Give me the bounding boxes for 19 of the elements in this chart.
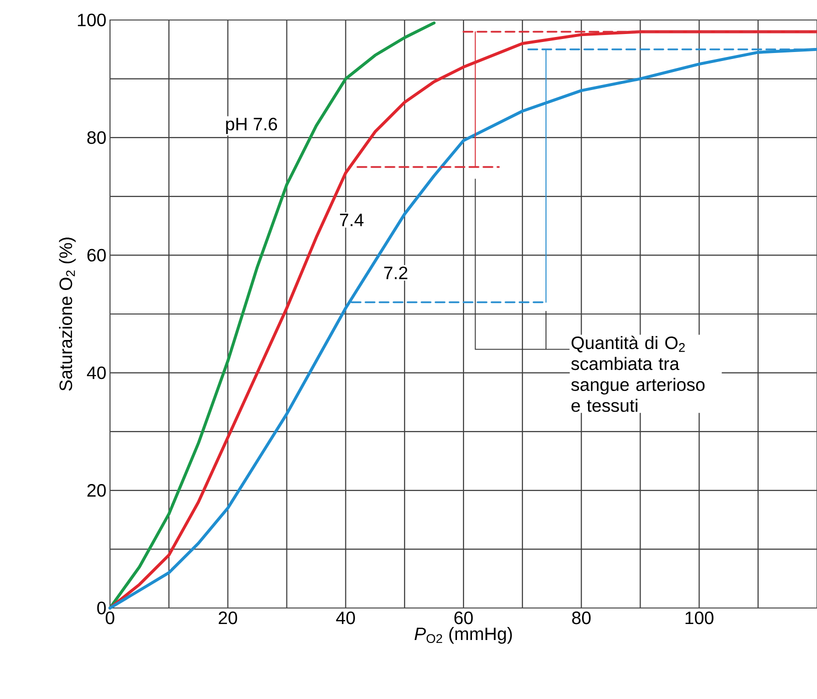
y-tick-label: 20: [87, 484, 106, 497]
x-tick-label: 40: [336, 612, 355, 624]
line-series: [108, 21, 436, 610]
y-tick-label: 40: [86, 366, 106, 380]
x-tick-label: 60: [454, 612, 473, 624]
x-tick-label: 0: [106, 612, 114, 624]
series-label: 7.2: [384, 266, 408, 280]
x-tick-label: 100: [686, 612, 714, 624]
annotation: Quantità di O$_{2}$ scambiata tra sangue arterioso e tessuti: [571, 336, 705, 412]
y-tick-label: 60: [87, 248, 106, 262]
y-tick-label: 80: [87, 131, 106, 144]
series-label: 7.4: [340, 214, 364, 226]
x-tick-label: 80: [572, 612, 591, 624]
series-label: pH 7.6: [226, 118, 278, 134]
y-axis-title: Saturazione O$_{2}$ (%): [59, 238, 76, 391]
y-tick-label: 100: [78, 14, 106, 26]
y-tick-label: 0: [97, 602, 106, 614]
x-axis-title: P$_{O2}$ (mmHg): [414, 627, 512, 644]
x-tick-label: 20: [218, 612, 238, 624]
